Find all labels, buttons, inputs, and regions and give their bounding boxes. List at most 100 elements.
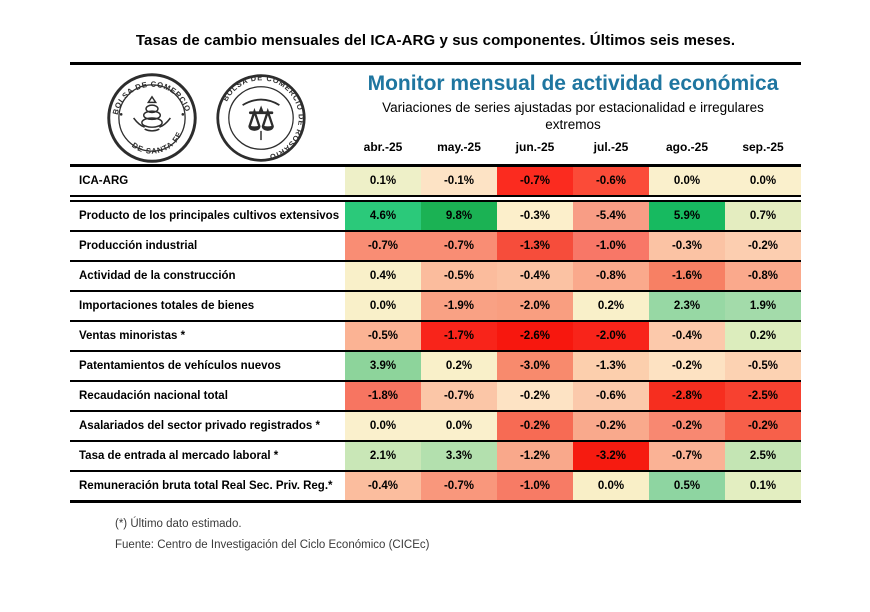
section-divider xyxy=(70,197,801,202)
svg-text:DE SANTA FE: DE SANTA FE xyxy=(130,130,184,156)
value-cell: 9.8% xyxy=(421,202,497,230)
table-row: Remuneración bruta total Real Sec. Priv.… xyxy=(70,472,801,500)
value-cell: 0.2% xyxy=(421,352,497,380)
months-row: abr.-25 may.-25 jun.-25 jul.-25 ago.-25 sep.-… xyxy=(345,140,801,161)
panel-header: BOLSA DE COMERCIO DE SANTA FE xyxy=(70,65,801,164)
value-cell: 2.5% xyxy=(725,442,801,470)
footnote-source: Fuente: Centro de Investigación del Cicl… xyxy=(115,539,430,552)
value-cell: -2.8% xyxy=(649,382,725,410)
value-cell: 0.2% xyxy=(725,322,801,350)
value-cell: -0.7% xyxy=(421,472,497,500)
value-cell: -1.8% xyxy=(345,382,421,410)
row-label: ICA-ARG xyxy=(70,167,345,195)
value-cell: 5.9% xyxy=(649,202,725,230)
footnotes: (*) Último dato estimado. Fuente: Centro… xyxy=(115,514,870,557)
value-cell: -0.8% xyxy=(573,262,649,290)
table-row: Patentamientos de vehículos nuevos 3.9% 0.… xyxy=(70,352,801,382)
report-page: Tasas de cambio mensuales del ICA-ARG y … xyxy=(0,32,870,612)
row-label: Actividad de la construcción xyxy=(70,262,345,290)
footnote-estimate: (*) Último dato estimado. xyxy=(115,518,242,530)
value-cell: 0.1% xyxy=(345,167,421,195)
logos: BOLSA DE COMERCIO DE SANTA FE xyxy=(70,65,345,164)
value-cell: -0.3% xyxy=(649,232,725,260)
table-row: Asalariados del sector privado registrad… xyxy=(70,412,801,442)
bolsa-santa-fe-logo-icon: BOLSA DE COMERCIO DE SANTA FE xyxy=(106,73,197,163)
month-header: sep.-25 xyxy=(742,139,784,154)
value-cell: 3.3% xyxy=(421,442,497,470)
value-cell: -1.6% xyxy=(649,262,725,290)
table-row: Tasa de entrada al mercado laboral * 2.1%… xyxy=(70,442,801,472)
value-cell: -0.7% xyxy=(497,167,573,195)
value-cell: -0.7% xyxy=(421,232,497,260)
value-cell: 0.2% xyxy=(573,292,649,320)
row-label: Recaudación nacional total xyxy=(70,382,345,410)
value-cell: 0.0% xyxy=(725,167,801,195)
value-cell: -0.2% xyxy=(573,412,649,440)
value-cell: -0.4% xyxy=(649,322,725,350)
table-row: Importaciones totales de bienes 0.0% -1.9%… xyxy=(70,292,801,322)
value-cell: -0.2% xyxy=(649,352,725,380)
value-cell: -1.2% xyxy=(497,442,573,470)
value-cell: 0.7% xyxy=(725,202,801,230)
value-cell: -0.4% xyxy=(497,262,573,290)
row-label: Tasa de entrada al mercado laboral * xyxy=(70,442,345,470)
value-cell: 2.1% xyxy=(345,442,421,470)
row-label: Ventas minoristas * xyxy=(70,322,345,350)
value-cell: 3.9% xyxy=(345,352,421,380)
table-row: Producto de los principales cultivos ext… xyxy=(70,202,801,232)
value-cell: -2.6% xyxy=(497,322,573,350)
monitor-title: Monitor mensual de actividad económica xyxy=(367,72,779,95)
value-cell: -0.2% xyxy=(725,412,801,440)
value-cell: 0.4% xyxy=(345,262,421,290)
value-cell: 0.0% xyxy=(345,412,421,440)
month-header: ago.-25 xyxy=(665,139,708,154)
value-cell: 4.6% xyxy=(345,202,421,230)
scales-icon: ⚖ xyxy=(241,98,280,141)
value-cell: -0.1% xyxy=(421,167,497,195)
monitor-panel: BOLSA DE COMERCIO DE SANTA FE xyxy=(70,62,801,503)
table-row: ICA-ARG 0.1% -0.1% -0.7% -0.6% 0.0% 0.0% xyxy=(70,167,801,197)
table-row: Actividad de la construcción 0.4% -0.5% -0.… xyxy=(70,262,801,292)
month-header: jun.-25 xyxy=(515,139,555,154)
value-cell: 2.3% xyxy=(649,292,725,320)
value-cell: -1.9% xyxy=(421,292,497,320)
header-text-block: Monitor mensual de actividad económica V… xyxy=(345,65,801,164)
row-label: Remuneración bruta total Real Sec. Priv.… xyxy=(70,472,345,500)
value-cell: 0.1% xyxy=(725,472,801,500)
monitor-subtitle: Variaciones de series ajustadas por esta… xyxy=(382,100,764,132)
row-label: Producción industrial xyxy=(70,232,345,260)
value-cell: 0.0% xyxy=(421,412,497,440)
value-cell: -0.2% xyxy=(649,412,725,440)
table-row: Producción industrial -0.7% -0.7% -1.3% -1.0… xyxy=(70,232,801,262)
value-cell: -0.5% xyxy=(725,352,801,380)
bolsa-rosario-logo-icon: BOLSA DE COMERCIO DE ROSARIO ⚖ xyxy=(215,73,306,162)
row-label: Asalariados del sector privado registrad… xyxy=(70,412,345,440)
value-cell: -1.7% xyxy=(421,322,497,350)
value-cell: -5.4% xyxy=(573,202,649,230)
value-cell: -0.6% xyxy=(573,167,649,195)
value-cell: 1.9% xyxy=(725,292,801,320)
value-cell: -3.0% xyxy=(497,352,573,380)
value-cell: -0.2% xyxy=(497,382,573,410)
value-cell: -0.6% xyxy=(573,382,649,410)
value-cell: -0.3% xyxy=(497,202,573,230)
value-cell: -0.2% xyxy=(497,412,573,440)
value-cell: -2.5% xyxy=(725,382,801,410)
value-cell: -2.0% xyxy=(497,292,573,320)
value-cell: -3.2% xyxy=(573,442,649,470)
value-cell: 0.0% xyxy=(573,472,649,500)
value-cell: -0.7% xyxy=(421,382,497,410)
value-cell: -0.4% xyxy=(345,472,421,500)
value-cell: -0.5% xyxy=(421,262,497,290)
value-cell: 0.5% xyxy=(649,472,725,500)
value-cell: 0.0% xyxy=(649,167,725,195)
row-label: Patentamientos de vehículos nuevos xyxy=(70,352,345,380)
value-cell: -0.7% xyxy=(345,232,421,260)
row-label: Importaciones totales de bienes xyxy=(70,292,345,320)
month-header: may.-25 xyxy=(437,139,481,154)
value-cell: -1.3% xyxy=(573,352,649,380)
heatmap-table: ICA-ARG 0.1% -0.1% -0.7% -0.6% 0.0% 0.0% Produc… xyxy=(70,164,801,503)
row-label: Producto de los principales cultivos ext… xyxy=(70,202,345,230)
value-cell: -0.8% xyxy=(725,262,801,290)
month-header: jul.-25 xyxy=(593,139,629,154)
